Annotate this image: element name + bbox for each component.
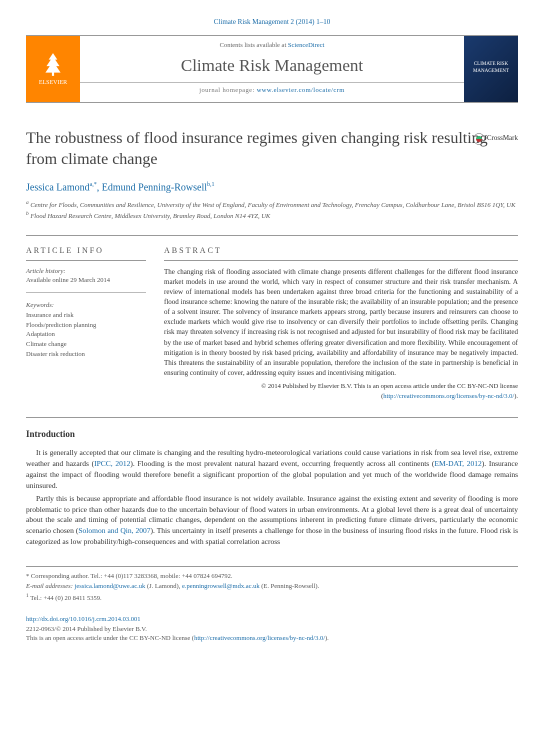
abstract: ABSTRACT The changing risk of flooding a…: [164, 246, 518, 401]
license-line-post: ).: [325, 635, 329, 642]
journal-cover: CLIMATE RISK MANAGEMENT: [464, 36, 518, 101]
elsevier-tree-icon: [40, 51, 66, 77]
homepage-link[interactable]: www.elsevier.com/locate/crm: [257, 87, 345, 94]
author-2[interactable]: Edmund Penning-Rowsell: [102, 182, 207, 193]
ref-emdat[interactable]: EM-DAT, 2012: [434, 459, 481, 468]
history-value: Available online 29 March 2014: [26, 276, 146, 286]
publisher-logo: ELSEVIER: [26, 36, 80, 101]
crossmark-icon: [473, 133, 485, 145]
abstract-text: The changing risk of flooding associated…: [164, 267, 518, 401]
info-abstract-row: ARTICLE INFO Article history: Available …: [26, 235, 518, 401]
footnotes: * Corresponding author. Tel.: +44 (0)117…: [26, 566, 518, 603]
publisher-name: ELSEVIER: [39, 79, 67, 87]
email-label: E-mail addresses:: [26, 583, 73, 590]
info-heading: ARTICLE INFO: [26, 246, 146, 261]
ref-ipcc[interactable]: IPCC, 2012: [94, 459, 130, 468]
keyword: Insurance and risk: [26, 311, 146, 321]
journal-name: Climate Risk Management: [80, 55, 464, 78]
authors: Jessica Lamonda,*, Edmund Penning-Rowsel…: [26, 181, 518, 195]
abstract-heading: ABSTRACT: [164, 246, 518, 261]
email-1[interactable]: jessica.lamond@uwe.ac.uk: [75, 583, 146, 590]
cover-title-1: CLIMATE RISK: [474, 62, 508, 69]
crossmark-badge[interactable]: CrossMark: [473, 133, 518, 145]
email-2[interactable]: e.penningrowsell@mdx.ac.uk: [182, 583, 260, 590]
running-head: Climate Risk Management 2 (2014) 1–10: [26, 18, 518, 27]
ref-solomon[interactable]: Solomon and Qin, 2007: [78, 526, 150, 535]
article-info: ARTICLE INFO Article history: Available …: [26, 246, 146, 401]
license-link-footer[interactable]: http://creativecommons.org/licenses/by-n…: [194, 635, 325, 642]
affiliation-a: Centre for Floods, Communities and Resil…: [30, 202, 515, 209]
contents-prefix: Contents lists available at: [220, 42, 288, 49]
author-2-sup: b,1: [207, 182, 215, 188]
author-1-sup: a,*: [90, 182, 97, 188]
doi-link[interactable]: http://dx.doi.org/10.1016/j.crm.2014.03.…: [26, 616, 141, 623]
keywords-label: Keywords:: [26, 301, 146, 311]
affiliations: a Centre for Floods, Communities and Res…: [26, 200, 518, 221]
keyword: Floods/prediction planning: [26, 321, 146, 331]
keyword: Disaster risk reduction: [26, 350, 146, 360]
author-1[interactable]: Jessica Lamond: [26, 182, 90, 193]
affiliation-b: Flood Hazard Research Centre, Middlesex …: [30, 213, 270, 220]
email-1-who: (J. Lamond),: [145, 583, 182, 590]
keyword: Climate change: [26, 340, 146, 350]
email-2-who: (E. Penning-Rowsell).: [260, 583, 320, 590]
issn-line: 2212-0963/© 2014 Published by Elsevier B…: [26, 625, 518, 634]
citation-link[interactable]: Climate Risk Management 2 (2014) 1–10: [214, 18, 330, 26]
footer: http://dx.doi.org/10.1016/j.crm.2014.03.…: [26, 615, 518, 642]
corresponding-author: * Corresponding author. Tel.: +44 (0)117…: [26, 572, 518, 582]
copyright-suffix: ).: [514, 393, 518, 400]
intro-heading: Introduction: [26, 417, 518, 440]
intro-para-1: It is generally accepted that our climat…: [26, 448, 518, 492]
page-container: Climate Risk Management 2 (2014) 1–10 EL…: [0, 0, 544, 663]
masthead: ELSEVIER Contents lists available at Sci…: [26, 35, 518, 102]
article-title-text: The robustness of flood insurance regime…: [26, 130, 488, 168]
cover-title-2: MANAGEMENT: [473, 69, 509, 76]
tel-1: Tel.: +44 (0) 20 8411 5359.: [30, 595, 101, 602]
homepage-prefix: journal homepage:: [199, 87, 256, 94]
sciencedirect-link[interactable]: ScienceDirect: [288, 42, 324, 49]
license-link[interactable]: http://creativecommons.org/licenses/by-n…: [383, 393, 514, 400]
article-title: The robustness of flood insurance regime…: [26, 129, 518, 171]
intro-para-2: Partly this is because appropriate and a…: [26, 494, 518, 548]
history-label: Article history:: [26, 267, 146, 277]
keyword: Adaptation: [26, 330, 146, 340]
crossmark-label: CrossMark: [487, 134, 518, 143]
masthead-center: Contents lists available at ScienceDirec…: [80, 36, 464, 101]
license-line-pre: This is an open access article under the…: [26, 635, 194, 642]
